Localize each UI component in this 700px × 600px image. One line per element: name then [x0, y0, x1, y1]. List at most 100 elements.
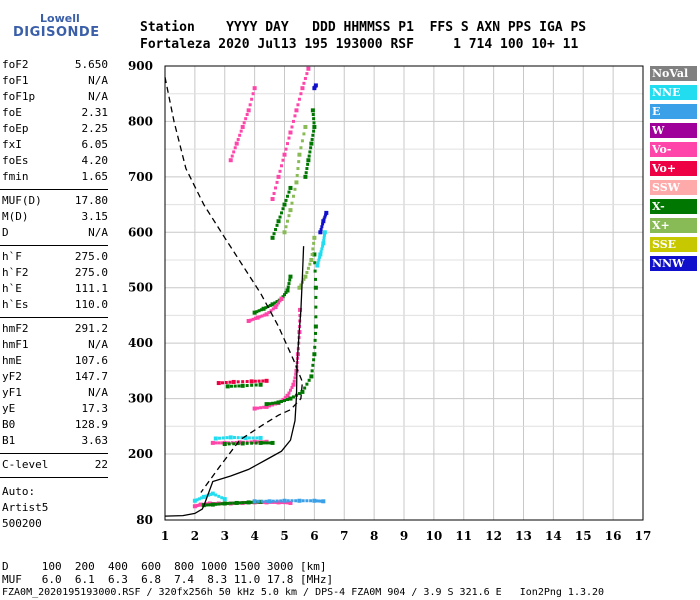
trace-point — [288, 274, 293, 279]
trace-point — [232, 442, 236, 446]
trace-point — [287, 214, 291, 218]
param-name: h`F2 — [2, 266, 29, 279]
param-value: 128.9 — [74, 418, 108, 431]
trace-point — [313, 331, 317, 335]
trace-point — [291, 395, 295, 399]
trace-point — [295, 173, 299, 177]
trace-point — [274, 228, 278, 232]
footer-file-row: FZA0M_2020195193000.RSF / 320fx256h 50 k… — [2, 587, 605, 598]
trace-point — [204, 503, 208, 507]
trace-point — [251, 92, 255, 96]
trace-point — [213, 436, 218, 441]
trace-point — [297, 152, 302, 157]
param-row: h`E 111.1 — [2, 282, 108, 298]
param-name: foF1p — [2, 90, 36, 103]
trace-point — [262, 313, 266, 317]
trace-point — [312, 498, 317, 503]
trace-point — [324, 213, 328, 217]
profile-line-solid — [164, 246, 305, 517]
trace-point — [249, 318, 253, 322]
trace-point — [233, 146, 237, 150]
param-row: B1 3.63 — [2, 434, 108, 450]
param-value: 4.20 — [81, 154, 109, 167]
trace-point — [303, 386, 307, 390]
trace-point — [222, 497, 227, 502]
trace-point — [238, 133, 242, 137]
trace-point — [286, 285, 290, 289]
trace-point — [280, 164, 284, 168]
trace-point — [288, 185, 293, 190]
trace-point — [270, 302, 275, 307]
param-row: fmin 1.65 — [2, 170, 108, 186]
trace-point — [240, 436, 244, 440]
trace-point — [316, 261, 320, 265]
trace-point — [303, 76, 307, 80]
trace-point — [276, 174, 281, 179]
trace-point — [298, 307, 303, 312]
y-tick-label: 500 — [128, 281, 153, 295]
param-name: yF2 — [2, 370, 22, 383]
trace-point — [305, 270, 309, 274]
trace-point — [234, 500, 239, 505]
trace-point — [214, 502, 218, 506]
param-row: foE 2.31 — [2, 106, 108, 122]
trace-point — [310, 108, 315, 113]
x-tick-label: 1 — [161, 529, 169, 543]
legend-item-ssw: SSW — [650, 180, 697, 195]
trace-point — [284, 225, 288, 229]
trace-point — [310, 137, 314, 141]
param-value: 110.0 — [74, 298, 108, 311]
trace-point — [255, 315, 260, 320]
trace-point — [226, 501, 230, 505]
trace-point — [300, 86, 305, 91]
trace-point — [250, 97, 254, 101]
trace-point — [314, 315, 318, 319]
param-name: h`E — [2, 282, 22, 295]
x-tick-label: 5 — [280, 529, 288, 543]
trace-point — [280, 399, 284, 403]
param-row: hmF2 291.2 — [2, 322, 108, 338]
trace-point — [282, 152, 287, 157]
param-value: N/A — [88, 386, 108, 399]
trace-point — [250, 383, 254, 387]
trace-point — [313, 345, 317, 349]
param-value: 5.650 — [74, 58, 108, 71]
legend-item-w: W — [650, 123, 697, 138]
trace-point — [275, 223, 279, 227]
param-row: h`Es 110.0 — [2, 298, 108, 314]
trace-point — [240, 383, 245, 388]
trace-point — [264, 378, 269, 383]
trace-point — [309, 141, 314, 146]
logo-top-text: Lowell — [40, 12, 80, 25]
trace-point — [258, 440, 263, 445]
trace-point — [313, 83, 318, 88]
param-value: 147.7 — [74, 370, 108, 383]
trace-point — [268, 404, 272, 408]
trace-point — [312, 129, 316, 133]
panel-divider — [0, 317, 108, 318]
trace-point — [293, 114, 297, 118]
trace-point — [243, 435, 248, 440]
trace-point — [272, 232, 276, 236]
trace-point — [310, 252, 314, 256]
trace-point — [225, 384, 230, 389]
trace-point — [236, 442, 240, 446]
trace-point — [214, 441, 218, 445]
trace-point — [285, 194, 289, 198]
trace-point — [284, 198, 288, 202]
trace-point — [271, 403, 275, 407]
trace-point — [302, 277, 306, 281]
trace-point — [236, 137, 240, 141]
trace-point — [306, 66, 311, 71]
trace-point — [227, 442, 231, 446]
trace-point — [224, 380, 228, 384]
param-row: M(D) 3.15 — [2, 210, 108, 226]
param-name: foF1 — [2, 74, 29, 87]
trace-point — [264, 404, 269, 409]
legend-item-x-: X- — [650, 199, 697, 214]
trace-point — [250, 500, 254, 504]
panel-divider — [0, 477, 108, 478]
trace-point — [285, 398, 289, 402]
trace-point — [296, 167, 300, 171]
header-row-2: Fortaleza 2020 Jul13 195 193000 RSF 1 71… — [140, 37, 579, 52]
